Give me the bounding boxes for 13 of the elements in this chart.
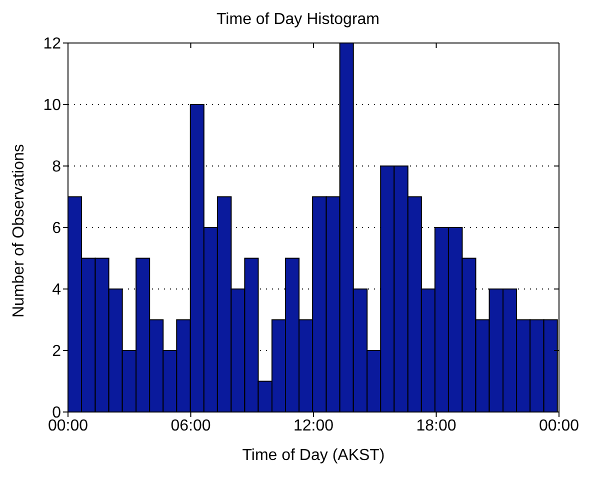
x-tick-label: 12:00 bbox=[293, 417, 334, 434]
x-tick-label: 18:00 bbox=[416, 417, 456, 434]
y-tick-label: 4 bbox=[52, 282, 62, 299]
y-tick-label: 8 bbox=[52, 158, 62, 176]
y-tick-label: 2 bbox=[52, 343, 62, 360]
x-axis-title: Time of Day (AKST) bbox=[242, 447, 385, 464]
chart-title: Time of Day Histogram bbox=[216, 10, 380, 30]
y-tick-label: 6 bbox=[52, 220, 62, 238]
y-tick-label: 10 bbox=[43, 97, 62, 114]
x-tick-label: 06:00 bbox=[170, 417, 211, 434]
y-axis-title: Number of Observations bbox=[10, 144, 28, 318]
x-tick-label: 00:00 bbox=[538, 417, 580, 434]
y-tick-label: 12 bbox=[43, 36, 62, 53]
